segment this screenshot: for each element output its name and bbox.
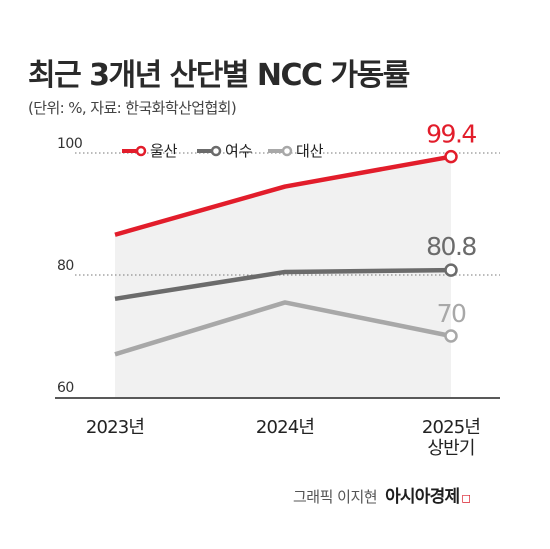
- brand-logo: 아시아경제: [385, 487, 460, 507]
- brand-mark-icon: ◻: [461, 491, 472, 505]
- data-label-yeosu: 80.8: [426, 232, 476, 261]
- series-line-yeosu: [114, 267, 452, 302]
- legend-label-yeosu: 여수: [225, 142, 253, 160]
- y-tick-label: 100: [57, 136, 82, 152]
- legend-label-daesan: 대산: [296, 142, 324, 160]
- legend-label-ulsan: 울산: [150, 142, 178, 160]
- plot-area-fill: [115, 156, 451, 397]
- y-tick-label: 60: [57, 380, 74, 396]
- chart-title: 최근 3개년 산단별 NCC 가동률: [28, 58, 410, 93]
- legend-marker-yeosu: [210, 145, 222, 157]
- graphic-credit: 그래픽 이지현: [293, 488, 378, 506]
- end-point-ulsan: [444, 149, 458, 164]
- series-line-ulsan: [114, 154, 452, 237]
- x-tick-label: 2025년: [422, 417, 480, 438]
- data-label-ulsan: 99.4: [426, 120, 476, 149]
- x-tick-label-line2: 상반기: [427, 438, 474, 459]
- x-tick-label: 2024년: [256, 417, 314, 438]
- series-line-daesan: [114, 300, 452, 357]
- legend-marker-daesan: [281, 145, 293, 157]
- legend-marker-ulsan: [135, 145, 147, 157]
- y-tick-label: 80: [57, 258, 74, 274]
- end-point-daesan: [444, 329, 458, 343]
- footer: 그래픽 이지현 아시아경제 ◻: [293, 482, 471, 507]
- data-label-daesan: 70: [437, 299, 466, 328]
- end-point-yeosu: [444, 263, 458, 277]
- x-tick-label: 2023년: [86, 417, 144, 438]
- chart-subtitle: (단위: %, 자료: 한국화학산업협회): [28, 99, 237, 117]
